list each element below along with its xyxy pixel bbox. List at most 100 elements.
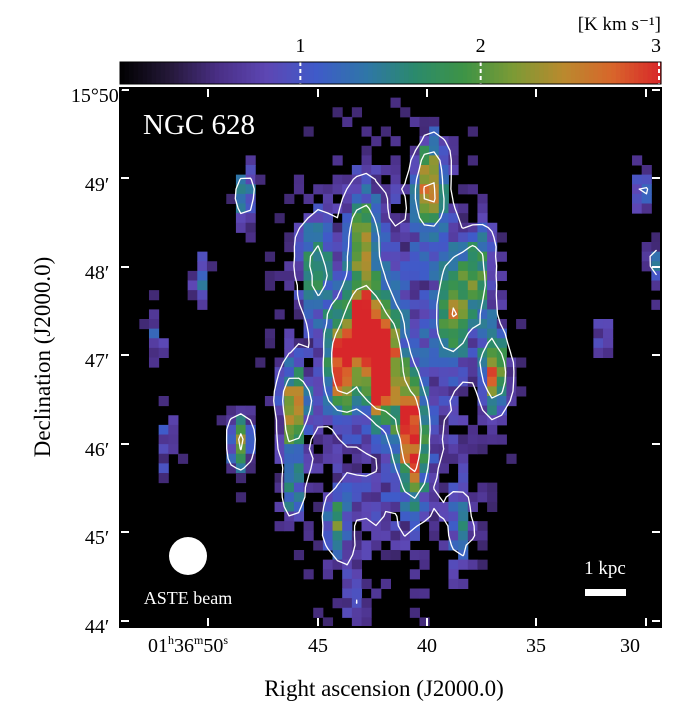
- map-pixel: [284, 492, 295, 503]
- colorbar-cell: [237, 62, 243, 84]
- map-pixel: [342, 270, 353, 282]
- map-pixel: [438, 338, 449, 349]
- map-pixel: [477, 309, 488, 320]
- map-pixel: [409, 290, 420, 301]
- map-pixel: [380, 453, 391, 464]
- map-pixel: [380, 386, 391, 397]
- map-pixel: [322, 357, 334, 368]
- map-pixel: [293, 290, 305, 301]
- map-pixel: [467, 338, 478, 349]
- map-pixel: [467, 501, 478, 513]
- map-pixel: [458, 482, 469, 493]
- map-pixel: [458, 242, 469, 253]
- colorbar-cell: [633, 62, 640, 84]
- map-pixel: [332, 347, 343, 359]
- map-pixel: [458, 559, 469, 570]
- map-pixel: [148, 328, 160, 339]
- map-pixel: [322, 203, 334, 214]
- map-pixel: [651, 280, 661, 291]
- map-pixel: [409, 386, 420, 397]
- colorbar-cell: [642, 62, 649, 84]
- map-panel: [120, 88, 661, 627]
- map-pixel: [351, 376, 363, 387]
- colorbar-cell: [187, 62, 193, 84]
- map-pixel: [284, 501, 295, 513]
- map-pixel: [438, 251, 449, 262]
- map-pixel: [641, 242, 652, 253]
- map-pixel: [380, 290, 391, 301]
- map-pixel: [371, 319, 382, 330]
- colorbar-cell: [471, 62, 477, 84]
- map-pixel: [332, 376, 343, 387]
- map-pixel: [477, 367, 488, 378]
- map-pixel: [361, 607, 372, 618]
- colorbar-frame: [119, 61, 662, 85]
- map-pixel: [419, 136, 430, 147]
- map-pixel: [448, 405, 459, 416]
- map-pixel: [235, 473, 247, 484]
- map-pixel: [351, 357, 363, 368]
- map-pixel: [516, 386, 527, 397]
- map-pixel: [293, 367, 305, 378]
- map-pixel: [390, 290, 401, 301]
- map-pixel: [496, 357, 507, 368]
- map-pixel: [458, 492, 469, 503]
- map-pixel: [448, 242, 459, 253]
- map-pixel: [641, 261, 652, 272]
- map-pixel: [351, 444, 363, 455]
- map-pixel: [477, 338, 488, 349]
- colorbar-cell: [129, 62, 135, 84]
- map-pixel: [351, 280, 363, 291]
- map-pixel: [342, 328, 353, 339]
- map-pixel: [390, 501, 401, 513]
- map-pixel: [487, 251, 498, 262]
- map-pixel: [400, 309, 411, 320]
- map-pixel: [371, 270, 382, 282]
- colorbar-cell: [354, 62, 360, 84]
- map-pixel: [400, 396, 411, 407]
- map-pixel: [351, 569, 363, 580]
- colorbar-cell: [489, 62, 495, 84]
- map-pixel: [419, 501, 430, 513]
- map-pixel: [361, 222, 372, 233]
- map-pixel: [380, 193, 391, 205]
- map-pixel: [400, 415, 411, 426]
- map-pixel: [400, 540, 411, 551]
- map-pixel: [158, 424, 169, 436]
- map-pixel: [351, 338, 363, 349]
- colorbar-cell: [624, 62, 631, 84]
- colorbar-cell: [566, 62, 572, 84]
- map-pixel: [235, 415, 247, 426]
- map-pixel: [516, 357, 527, 368]
- map-pixel: [409, 338, 420, 349]
- map-pixel: [371, 232, 382, 243]
- map-pixel: [409, 280, 420, 291]
- map-pixel: [380, 357, 391, 368]
- map-pixel: [322, 367, 334, 378]
- map-pixel: [361, 482, 372, 493]
- map-pixel: [419, 309, 430, 320]
- map-pixel: [496, 415, 507, 426]
- map-pixel: [371, 328, 382, 339]
- beam-circle: [169, 537, 207, 575]
- map-pixel: [371, 174, 382, 185]
- map-pixel: [245, 213, 256, 224]
- map-pixel: [409, 550, 420, 561]
- map-pixel: [400, 473, 411, 484]
- map-pixel: [448, 559, 459, 570]
- map-pixel: [448, 165, 459, 176]
- map-pixel: [390, 396, 401, 407]
- map-pixel: [264, 280, 276, 291]
- map-pixel: [303, 242, 314, 253]
- colorbar-cell: [458, 62, 464, 84]
- map-pixel: [371, 213, 382, 224]
- map-pixel: [477, 415, 488, 426]
- map-pixel: [351, 463, 363, 474]
- map-pixel: [380, 415, 391, 426]
- map-pixel: [458, 213, 469, 224]
- map-pixel: [409, 347, 420, 359]
- map-pixel: [351, 530, 363, 541]
- map-pixel: [467, 309, 478, 320]
- colorbar-cell: [512, 62, 518, 84]
- map-pixel: [158, 434, 169, 445]
